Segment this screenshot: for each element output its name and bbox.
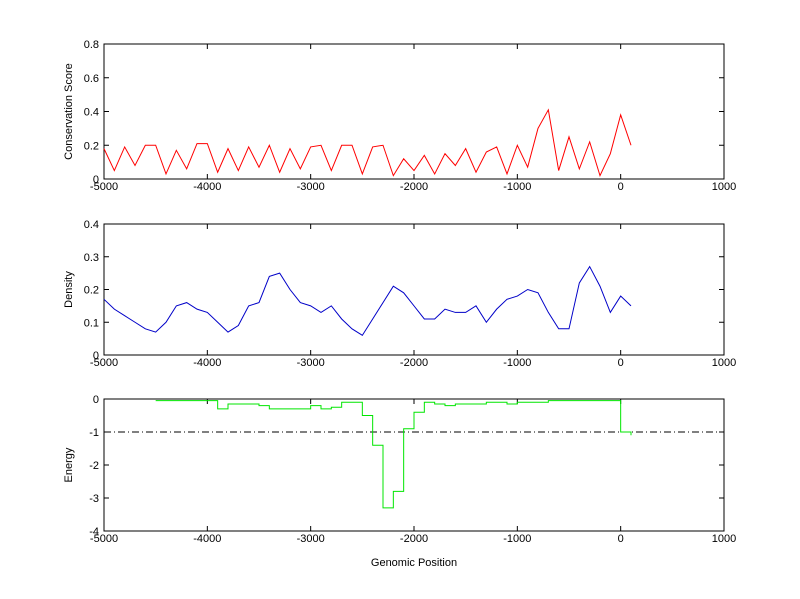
- y-tick-label: 0: [93, 350, 99, 362]
- y-tick-label: 0.2: [84, 285, 99, 297]
- y-tick-label: 0.4: [84, 219, 99, 231]
- y-tick-label: -4: [89, 526, 99, 538]
- data-line: [103, 265, 632, 337]
- y-tick-label: 0: [93, 174, 99, 186]
- x-tick-label: -1000: [503, 533, 531, 545]
- y-axis-label: Conservation Score: [63, 63, 75, 160]
- y-axis-label: Energy: [63, 447, 75, 482]
- axes-box: [103, 43, 725, 180]
- x-axis-label: Genomic Position: [371, 557, 457, 569]
- x-tick-label: 0: [618, 357, 624, 369]
- x-tick-label: -4000: [193, 533, 221, 545]
- data-line: [103, 108, 632, 178]
- x-tick-label: -4000: [193, 181, 221, 193]
- x-tick-label: -5000: [90, 357, 118, 369]
- y-tick-label: -1: [89, 427, 99, 439]
- data-line: [155, 400, 632, 509]
- x-tick-label: -1000: [503, 357, 531, 369]
- x-tick-label: 0: [618, 181, 624, 193]
- y-tick-label: 0.2: [84, 140, 99, 152]
- x-tick-label: -3000: [297, 357, 325, 369]
- x-tick-label: -2000: [400, 357, 428, 369]
- y-tick-label: 0.3: [84, 252, 99, 264]
- y-tick-label: 0: [93, 394, 99, 406]
- x-tick-label: 1000: [712, 357, 736, 369]
- y-axis-label: Density: [63, 271, 75, 308]
- y-tick-label: 0.4: [84, 107, 99, 119]
- x-tick-label: -5000: [90, 533, 118, 545]
- x-tick-label: -5000: [90, 181, 118, 193]
- x-tick-label: -3000: [297, 181, 325, 193]
- x-tick-label: -3000: [297, 533, 325, 545]
- x-tick-label: 1000: [712, 181, 736, 193]
- x-tick-label: -4000: [193, 357, 221, 369]
- y-tick-label: 0.1: [84, 317, 99, 329]
- x-tick-label: -2000: [400, 181, 428, 193]
- x-tick-label: 1000: [712, 533, 736, 545]
- axes-box: [103, 223, 725, 356]
- x-tick-label: 0: [618, 533, 624, 545]
- y-tick-label: -2: [89, 460, 99, 472]
- y-tick-label: 0.8: [84, 39, 99, 51]
- y-tick-label: -3: [89, 493, 99, 505]
- x-tick-label: -1000: [503, 181, 531, 193]
- y-tick-label: 0.6: [84, 73, 99, 85]
- x-tick-label: -2000: [400, 533, 428, 545]
